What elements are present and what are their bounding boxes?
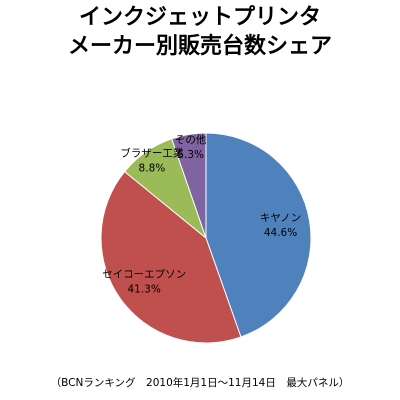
slice-labels: キヤノン 44.6% セイコーエプソン 41.3% ブラザー工業 8.8% その他 5.3% [102,133,301,296]
pie-slices [100,132,312,344]
slice-name-label-1: セイコーエプソン [102,268,186,280]
slice-value-label-1: 41.3% [127,283,160,295]
slice-value-label-3: 5.3% [177,149,204,161]
slice-value-label-2: 8.8% [139,163,166,175]
pie-slice-0 [205,132,312,338]
chart-title-line-2: メーカー別販売台数シェア [67,34,332,59]
slice-name-label-3: その他 [175,133,207,146]
slice-name-label-2: ブラザー工業 [120,147,183,160]
source-note: （BCNランキング 2010年1月1日～11月14日 最大パネル） [50,377,350,389]
slice-value-label-0: 44.6% [264,227,297,239]
pie-slice-1 [100,170,242,344]
slice-name-label-0: キヤノン [260,212,301,224]
chart-title-line-1: インクジェットプリンタ [78,5,321,30]
pie-slice-3 [171,132,207,239]
